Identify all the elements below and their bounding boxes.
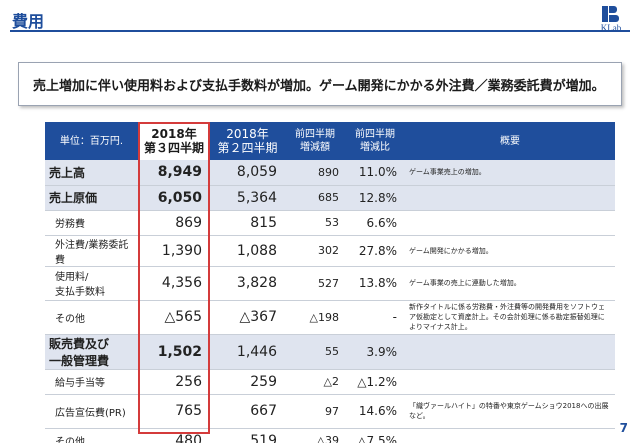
klab-logo-icon [602, 6, 620, 22]
summary-note: 「織ヴァールハイト」の特番や東京ゲームショウ2018への出展など。 [405, 394, 615, 429]
change-value: 97 [285, 394, 345, 429]
current-value: 6,050 [138, 185, 210, 211]
current-value: 256 [138, 369, 210, 395]
row-label: 外注費/業務委託費 [45, 235, 138, 267]
previous-value: 519 [210, 428, 285, 443]
ratio-value: 3.9% [345, 334, 405, 370]
summary-note: 新作タイトルに係る労務費・外注費等の開発費用をソフトウェア仮勘定として資産計上。… [405, 300, 615, 335]
change-value: △39 [285, 428, 345, 443]
row-label: その他 [45, 300, 138, 335]
change-value: 890 [285, 160, 345, 186]
page-number: 7 [619, 421, 628, 435]
header-unit: 単位：百万円. [45, 122, 138, 160]
row-label: 売上原価 [45, 185, 138, 211]
current-value: 4,356 [138, 266, 210, 301]
row-label: 労務費 [45, 210, 138, 236]
row-label: その他 [45, 428, 138, 443]
current-value: 1,390 [138, 235, 210, 267]
change-value: △198 [285, 300, 345, 335]
previous-value: 1,088 [210, 235, 285, 267]
change-value: 55 [285, 334, 345, 370]
headline-box: 売上増加に伴い使用料および支払手数料が増加。ゲーム開発にかかる外注費／業務委託費… [18, 62, 622, 106]
summary-note [405, 369, 615, 395]
ratio-value: 14.6% [345, 394, 405, 429]
previous-value: 8,059 [210, 160, 285, 186]
row-label: 広告宣伝費(PR) [45, 394, 138, 429]
ratio-value: 11.0% [345, 160, 405, 186]
table-header-row: 単位：百万円. 2018年 第３四半期 2018年 第２四半期 前四半期 増減額… [45, 122, 615, 160]
change-value: 53 [285, 210, 345, 236]
table-row: 広告宣伝費(PR) 765 667 97 14.6% 「織ヴァールハイト」の特番… [45, 394, 615, 429]
table-row: 使用料/ 支払手数料 4,356 3,828 527 13.8% ゲーム事業の売… [45, 266, 615, 301]
ratio-value: - [345, 300, 405, 335]
summary-note [405, 210, 615, 236]
row-label: 使用料/ 支払手数料 [45, 266, 138, 301]
header-current-quarter: 2018年 第３四半期 [138, 122, 210, 160]
ratio-value: △1.2% [345, 369, 405, 395]
table-row: 給与手当等 256 259 △2 △1.2% [45, 369, 615, 395]
title-rule [10, 30, 630, 32]
logo-text: KLab [600, 23, 622, 33]
summary-note [405, 334, 615, 370]
summary-note: ゲーム事業の売上に連動した増加。 [405, 266, 615, 301]
change-value: △2 [285, 369, 345, 395]
ratio-value: △7.5% [345, 428, 405, 443]
summary-note [405, 185, 615, 211]
previous-value: △367 [210, 300, 285, 335]
change-value: 527 [285, 266, 345, 301]
expense-table: 単位：百万円. 2018年 第３四半期 2018年 第２四半期 前四半期 増減額… [45, 122, 615, 443]
table-row: 売上原価 6,050 5,364 685 12.8% [45, 185, 615, 211]
table-row: その他 480 519 △39 △7.5% [45, 428, 615, 443]
previous-value: 815 [210, 210, 285, 236]
ratio-value: 6.6% [345, 210, 405, 236]
previous-value: 667 [210, 394, 285, 429]
row-label: 売上高 [45, 160, 138, 186]
page-title: 費用 [12, 12, 45, 31]
current-value: 765 [138, 394, 210, 429]
current-value: 1,502 [138, 334, 210, 370]
ratio-value: 13.8% [345, 266, 405, 301]
header-qoq-change: 前四半期 増減額 [285, 122, 345, 160]
header-previous-quarter: 2018年 第２四半期 [210, 122, 285, 160]
summary-note: ゲーム開発にかかる増加。 [405, 235, 615, 267]
ratio-value: 27.8% [345, 235, 405, 267]
klab-logo: KLab [594, 6, 628, 34]
current-value: 8,949 [138, 160, 210, 186]
current-value: 480 [138, 428, 210, 443]
table-row: その他 △565 △367 △198 - 新作タイトルに係る労務費・外注費等の開… [45, 300, 615, 335]
table-row: 労務費 869 815 53 6.6% [45, 210, 615, 236]
change-value: 685 [285, 185, 345, 211]
summary-note [405, 428, 615, 443]
current-value: △565 [138, 300, 210, 335]
previous-value: 1,446 [210, 334, 285, 370]
previous-value: 5,364 [210, 185, 285, 211]
previous-value: 259 [210, 369, 285, 395]
change-value: 302 [285, 235, 345, 267]
table-row: 外注費/業務委託費 1,390 1,088 302 27.8% ゲーム開発にかか… [45, 235, 615, 267]
previous-value: 3,828 [210, 266, 285, 301]
header-qoq-ratio: 前四半期 増減比 [345, 122, 405, 160]
table-row: 売上高 8,949 8,059 890 11.0% ゲーム事業売上の増加。 [45, 160, 615, 186]
header-summary: 概要 [405, 122, 615, 160]
row-label: 販売費及び 一般管理費 [45, 334, 138, 370]
summary-note: ゲーム事業売上の増加。 [405, 160, 615, 186]
table-row: 販売費及び 一般管理費 1,502 1,446 55 3.9% [45, 334, 615, 370]
ratio-value: 12.8% [345, 185, 405, 211]
current-value: 869 [138, 210, 210, 236]
row-label: 給与手当等 [45, 369, 138, 395]
